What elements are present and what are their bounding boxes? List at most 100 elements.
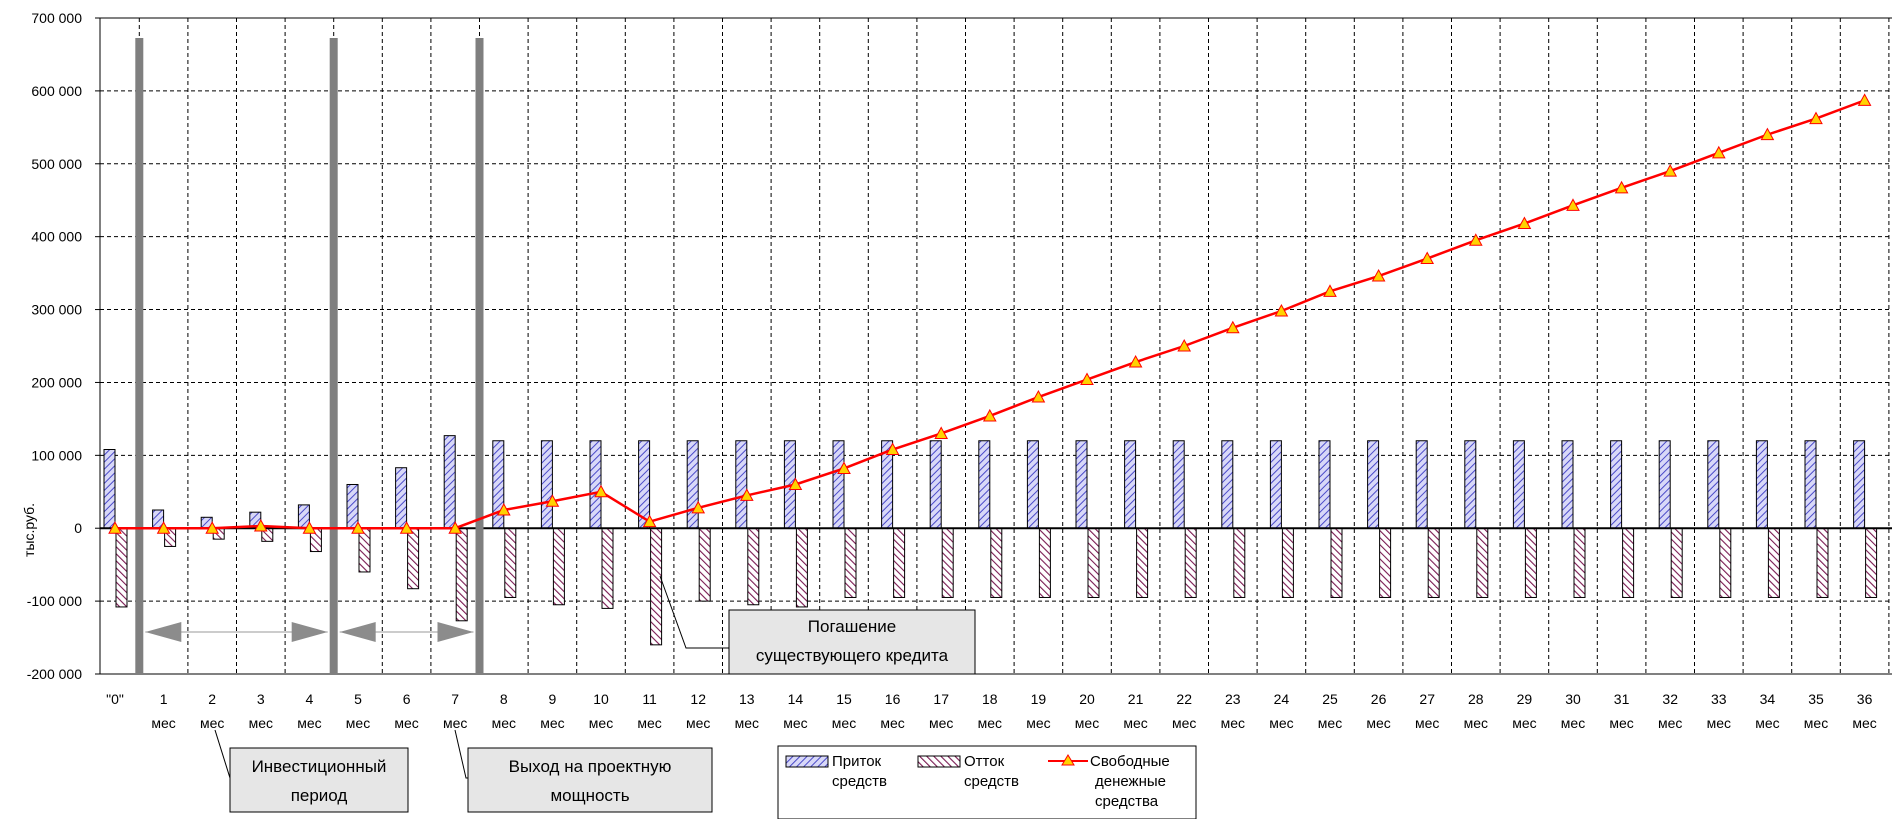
bar-outflow (1767, 527, 1780, 598)
y-tick-label: -200 000 (27, 666, 82, 682)
bar-outflow (1816, 527, 1829, 598)
repayment-callout: Погашение существующего кредита (659, 575, 976, 675)
free-cash-marker (1225, 320, 1240, 334)
bar-outflow (795, 527, 808, 608)
x-tick-label: "0" (106, 691, 124, 707)
bar-inflow (1658, 440, 1671, 529)
repayment-callout-box (728, 609, 976, 675)
bar-inflow (1512, 440, 1525, 529)
investment-label-line1: Инвестиционный (252, 757, 387, 776)
bar-outflow (1670, 527, 1683, 598)
phase-separator (475, 38, 484, 674)
x-tick-label: 24 (1274, 691, 1290, 707)
bar-outflow (844, 527, 857, 598)
bar-inflow (1221, 440, 1234, 529)
free-cash-marker (642, 514, 657, 528)
investment-callout-box (229, 747, 409, 813)
x-tick-label: 19 (1031, 691, 1047, 707)
x-tick-sublabel: мес (1707, 715, 1731, 731)
x-tick-sublabel: мес (200, 715, 224, 731)
bar-inflow (1026, 440, 1039, 529)
phase-separator (135, 38, 144, 674)
x-tick-sublabel: мес (297, 715, 321, 731)
x-tick-sublabel: мес (443, 715, 467, 731)
x-tick-sublabel: мес (1804, 715, 1828, 731)
bar-outflow (1719, 527, 1732, 598)
x-tick-label: 6 (403, 691, 411, 707)
free-cash-marker (1809, 111, 1823, 125)
free-cash-marker (691, 500, 706, 514)
y-axis-label: тыс.руб. (21, 503, 37, 557)
free-cash-marker (205, 521, 220, 534)
x-tick-label: 33 (1711, 691, 1727, 707)
bar-outflow (698, 527, 711, 602)
x-tick-label: 3 (257, 691, 265, 707)
capacity-label-line2: мощность (550, 786, 629, 805)
investment-callout: Инвестиционный период (214, 729, 409, 813)
free-cash-marker (594, 484, 608, 498)
x-tick-sublabel: мес (1221, 715, 1245, 731)
x-tick-label: 26 (1371, 691, 1387, 707)
y-tick-label: 400 000 (31, 229, 82, 245)
phase-arrow-head-left (339, 622, 376, 642)
free-cash-marker (1274, 303, 1289, 317)
free-cash-marker (1468, 233, 1483, 246)
free-cash-marker (1080, 372, 1094, 386)
legend-outflow-swatch (917, 755, 961, 768)
x-tick-label: 28 (1468, 691, 1484, 707)
x-tick-label: 2 (208, 691, 216, 707)
phase-arrow-head-left (145, 622, 182, 642)
free-cash-marker (1614, 180, 1629, 194)
x-tick-sublabel: мес (1269, 715, 1293, 731)
x-tick-label: 18 (982, 691, 998, 707)
x-tick-sublabel: мес (929, 715, 953, 731)
free-cash-marker (934, 426, 949, 439)
x-tick-label: 4 (306, 691, 314, 707)
x-tick-label: 35 (1808, 691, 1824, 707)
x-tick-label: 1 (160, 691, 168, 707)
x-tick-label: 25 (1322, 691, 1338, 707)
x-tick-sublabel: мес (832, 715, 856, 731)
repayment-label-line1: Погашение (808, 617, 896, 636)
legend-free-label-line3: средства (1095, 793, 1159, 810)
x-tick-label: 23 (1225, 691, 1241, 707)
free-cash-marker (156, 521, 171, 534)
bar-outflow (1524, 527, 1537, 598)
capacity-callout-box (467, 747, 713, 813)
bar-outflow (1136, 527, 1149, 598)
y-tick-label: 200 000 (31, 374, 82, 390)
bar-inflow (395, 467, 408, 529)
bar-outflow (990, 527, 1003, 598)
x-tick-label: 10 (593, 691, 609, 707)
y-tick-label: 600 000 (31, 83, 82, 99)
free-cash-marker (1371, 268, 1386, 282)
x-tick-label: 5 (354, 691, 362, 707)
bar-inflow (1707, 440, 1720, 529)
repayment-leader-line (659, 575, 730, 649)
x-tick-sublabel: мес (637, 715, 661, 731)
bar-inflow (589, 440, 602, 529)
bar-inflow (1124, 440, 1137, 529)
bar-outflow (1865, 527, 1878, 598)
x-tick-label: 31 (1614, 691, 1630, 707)
bar-inflow (1561, 440, 1574, 529)
bar-outflow (1427, 527, 1440, 598)
x-tick-label: 14 (788, 691, 804, 707)
x-tick-sublabel: мес (589, 715, 613, 731)
x-tick-label: 17 (933, 691, 949, 707)
x-tick-label: 30 (1565, 691, 1581, 707)
bar-inflow (735, 440, 748, 529)
free-cash-marker (496, 502, 511, 516)
phase-separator (329, 38, 338, 674)
x-tick-sublabel: мес (1658, 715, 1682, 731)
x-tick-sublabel: мес (1755, 715, 1779, 731)
x-tick-sublabel: мес (783, 715, 807, 731)
bar-inflow (1853, 440, 1866, 529)
bar-inflow (346, 483, 359, 529)
free-cash-marker (885, 442, 900, 456)
x-tick-sublabel: мес (686, 715, 710, 731)
bar-inflow (832, 440, 845, 529)
x-tick-label: 9 (549, 691, 557, 707)
x-tick-sublabel: мес (249, 715, 273, 731)
x-tick-label: 7 (451, 691, 459, 707)
